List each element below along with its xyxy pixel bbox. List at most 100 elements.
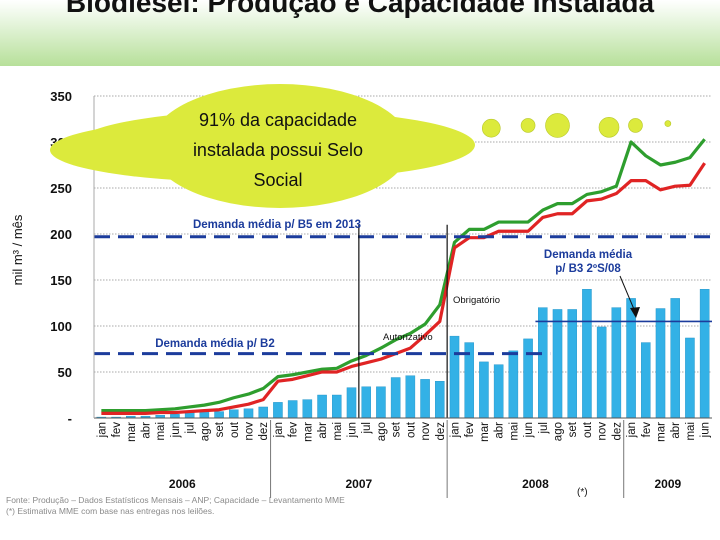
bubble	[664, 120, 672, 127]
x-tick-label: ago	[199, 422, 211, 441]
bubble	[598, 116, 620, 138]
year-label: 2008	[522, 477, 549, 491]
x-tick-label: jun	[170, 422, 182, 438]
x-tick-label: nov	[420, 422, 432, 441]
production-bar	[435, 381, 445, 419]
production-bar	[582, 289, 592, 419]
x-tick-label: jun	[700, 422, 712, 438]
production-bar	[361, 386, 371, 419]
annotation-b3-arrow	[619, 275, 637, 315]
production-bar	[508, 350, 519, 419]
x-tick-label: abr	[494, 422, 506, 439]
production-bar	[699, 289, 710, 419]
x-tick-label: jul	[361, 422, 373, 435]
callout-line-1: 91% da capacidade	[199, 110, 357, 130]
production-bar	[405, 375, 416, 419]
production-bar	[523, 338, 533, 419]
production-bar	[596, 326, 607, 419]
annotation-b5: Demanda média p/ B5 em 2013	[193, 219, 361, 231]
callout-line-3: Social	[253, 170, 302, 190]
x-tick-label: fev	[111, 422, 123, 438]
x-tick-label: out	[405, 421, 417, 438]
x-tick-label: dez	[611, 422, 623, 441]
event-label-autorizativo: Autorizativo	[383, 332, 433, 343]
production-bar	[449, 335, 460, 419]
y-tick-label: 250	[50, 181, 72, 196]
callout-bubble: 91% da capacidade instalada possui Selo …	[50, 84, 475, 208]
x-tick-label: mai	[685, 422, 697, 441]
y-tick-label: 50	[58, 365, 72, 380]
production-bar	[493, 364, 504, 419]
y-tick-label: 350	[50, 89, 72, 104]
x-tick-label: mar	[479, 422, 491, 442]
x-tick-label: fev	[288, 422, 300, 438]
capacity-lines	[101, 138, 706, 415]
y-tick-label: 150	[50, 273, 72, 288]
production-bar	[214, 411, 224, 419]
year-label: 2007	[346, 477, 373, 491]
annotation-b3-arrowhead	[630, 307, 640, 318]
y-tick-label: 100	[50, 319, 72, 334]
x-tick-label: jul	[185, 422, 197, 435]
y-axis-label: mil m³ / mês	[10, 214, 25, 285]
x-tick-label: jan	[96, 422, 108, 438]
x-tick-label: abr	[670, 422, 682, 439]
production-bar	[685, 337, 695, 419]
source-line-2: (*) Estimativa MME com base nas entregas…	[6, 506, 215, 516]
production-bar	[626, 298, 636, 419]
production-bar	[538, 307, 548, 419]
production-bars	[96, 289, 710, 419]
annotation-b2: Demanda média p/ B2	[155, 338, 275, 350]
capacity-selo-social-line	[101, 138, 706, 413]
x-tick-label: jun	[523, 422, 535, 438]
x-tick-label: out	[229, 421, 241, 438]
title-band	[0, 0, 720, 66]
capacity-total-line	[101, 162, 706, 415]
x-tick-label: jan	[626, 422, 638, 438]
production-bar	[317, 394, 327, 419]
reference-lines	[94, 235, 712, 356]
estimate-footnote: (*)	[577, 487, 588, 498]
x-tick-label: dez	[435, 422, 447, 441]
production-bar	[567, 309, 577, 419]
x-tick-label: set	[567, 421, 579, 437]
bubbles	[481, 113, 672, 138]
x-tick-label: jun	[347, 422, 359, 438]
x-tick-label: jul	[538, 422, 550, 435]
production-bar	[390, 377, 401, 419]
production-bar	[273, 402, 283, 419]
production-bar	[655, 308, 666, 419]
y-tick-label: -	[68, 411, 72, 426]
x-tick-label: mai	[508, 422, 520, 441]
bubble	[481, 118, 501, 138]
annotation-b3-line-2: p/ B3 2ºS/08	[555, 263, 621, 275]
production-bar	[170, 414, 180, 419]
production-bar	[229, 409, 239, 419]
production-bar	[420, 379, 430, 419]
production-bar	[376, 386, 386, 419]
production-bar	[479, 361, 489, 419]
year-label: 2006	[169, 477, 196, 491]
production-bar	[199, 411, 210, 419]
x-tick-label: fev	[464, 422, 476, 438]
axes: -50100150200250300350janfevmarabrmaijunj…	[50, 89, 712, 498]
production-bar	[287, 400, 298, 419]
annotation-b3-line-1: Demanda média	[544, 249, 633, 261]
x-tick-label: mar	[302, 422, 314, 442]
production-bar	[670, 298, 680, 419]
production-bar	[346, 387, 357, 419]
x-tick-label: mar	[126, 422, 138, 442]
production-bar	[243, 408, 254, 419]
year-label: 2009	[655, 477, 682, 491]
production-bar	[258, 406, 268, 419]
callout-shape-low	[50, 118, 440, 182]
production-bar	[611, 307, 622, 419]
y-tick-label: 200	[50, 227, 72, 242]
x-tick-label: abr	[141, 422, 153, 439]
x-tick-label: ago	[376, 422, 388, 441]
x-tick-label: mai	[332, 422, 344, 441]
x-tick-label: mar	[656, 422, 668, 442]
x-tick-label: abr	[317, 422, 329, 439]
source-note: Fonte: Produção – Dados Estatísticos Men…	[6, 495, 345, 517]
production-bar	[641, 342, 651, 419]
